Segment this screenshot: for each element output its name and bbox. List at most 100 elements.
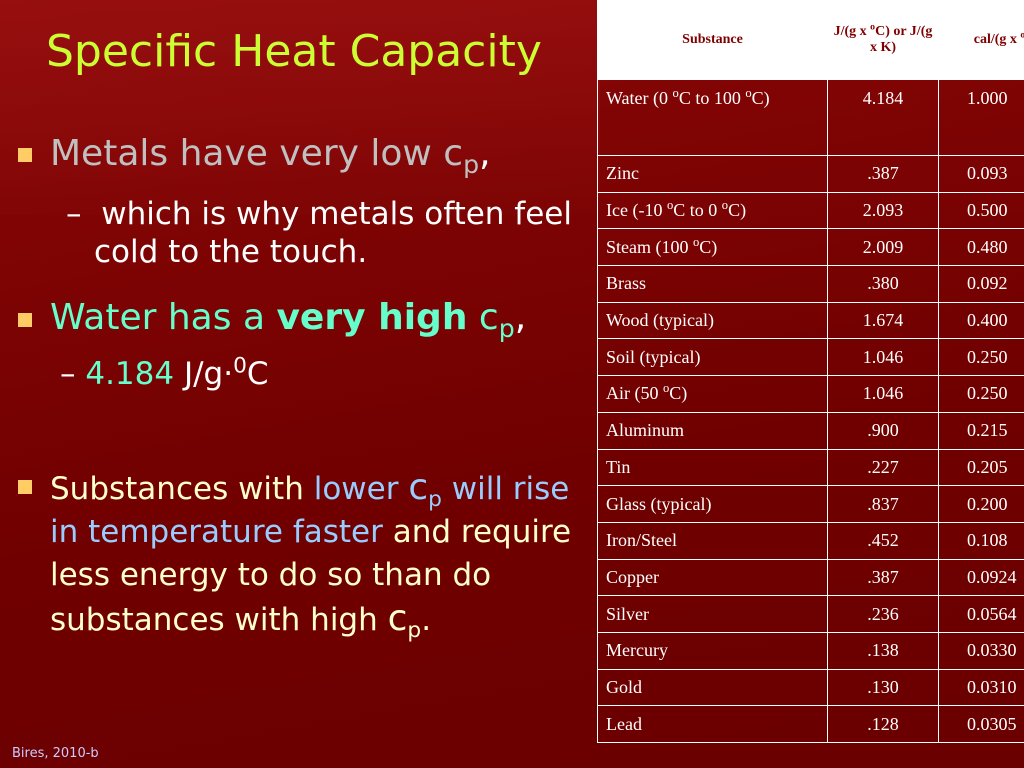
text: c [467,297,499,338]
table-cell: Copper [597,558,828,597]
header-cell: J/(g x oC) or J/(g x K) [827,0,939,80]
bullet: Water has a very high cp, [50,297,527,341]
table-cell: Glass (typical) [597,485,828,523]
text: Air (50 [606,383,663,404]
text: 4.184 [85,356,175,392]
table-row: Glass (typical) .837 0.200 [597,485,1024,523]
superscript: o [870,21,876,33]
text: C [246,356,269,392]
table-cell: 0.250 [938,375,1024,413]
table-cell: 1.000 [938,79,1024,156]
table-cell: 2.093 [827,191,939,230]
table-cell: 0.108 [938,521,1024,560]
text: and require less energy to do so than do… [50,514,572,638]
bullet-marker [18,480,32,494]
table-cell: 0.500 [938,191,1024,230]
superscript: o [721,198,729,213]
table-cell: 0.200 [938,485,1024,523]
table-row: Steam (100 oC) 2.009 0.480 [597,228,1024,267]
table-cell: Water (0 oC to 100 oC) [597,79,828,156]
table-cell: Lead [597,705,828,743]
sub-bullet: – 4.184 J/g·0C [60,353,269,392]
table-row: Mercury .138 0.0330 [597,631,1024,670]
bullet: Metals have very low cp, [50,133,491,177]
table-cell: 1.674 [827,301,939,340]
table-cell: .380 [827,265,939,303]
text: Metals have very low [50,133,444,174]
table-row: Silver .236 0.0564 [597,595,1024,633]
background-band [0,0,600,215]
table-cell: 0.093 [938,155,1024,193]
text: C to 0 [673,200,722,221]
table-row: Copper .387 0.0924 [597,558,1024,597]
table-cell: .138 [827,631,939,670]
text: will rise in temperature faster [50,471,570,550]
text: C) [751,88,770,108]
table-row: Soil (typical) 1.046 0.250 [597,338,1024,377]
text: Water (0 [606,88,673,108]
table-cell: Soil (typical) [597,338,828,377]
text: which is why metals often feel cold to t… [94,196,572,270]
superscript: o [663,381,670,396]
bullet-marker [18,313,32,327]
superscript: o [1020,29,1024,40]
text: J/(g x [833,24,871,39]
text: C) or J/(g x K) [869,24,933,55]
superscript: o [666,198,674,213]
table-row: Lead .128 0.0305 [597,705,1024,743]
text: Water has a [50,297,277,338]
table-cell: .130 [827,668,939,707]
table-cell: Gold [597,668,828,707]
table-row: Tin .227 0.205 [597,448,1024,487]
superscript: o [693,234,700,249]
table-cell: 0.0330 [938,631,1024,670]
text: . [421,602,432,638]
table-row: Iron/Steel .452 0.108 [597,521,1024,560]
specific-heat-table: Substance J/(g x oC) or J/(g x K) cal/(g x… [597,0,1024,743]
table-cell: 0.092 [938,265,1024,303]
table-cell: Air (50 oC) [597,375,828,413]
text: C) [669,383,688,404]
bullet: Substances with lower cp will rise in te… [50,466,590,642]
text: lower [313,471,409,507]
table-cell: Ice (-10 oC to 0 oC) [597,191,828,230]
subscript: p [428,487,442,513]
footer: Bires, 2010-b [12,746,99,761]
text: Ice (-10 [606,200,667,221]
table-row: Zinc .387 0.093 [597,155,1024,193]
table-cell: 0.0924 [938,558,1024,597]
text: C to 100 [678,88,746,108]
table-cell: Brass [597,265,828,303]
table-cell: 0.0310 [938,668,1024,707]
text: J/g· [174,356,234,392]
text: C) [728,200,747,221]
table-cell: Zinc [597,155,828,193]
text: , [479,133,491,174]
superscript: 0 [233,353,247,379]
text: c [408,467,429,508]
header-cell: Substance [597,0,828,80]
subscript: p [463,150,480,180]
text: Steam (100 [606,236,693,257]
table-cell: .227 [827,448,939,487]
table-cell: 0.0305 [938,705,1024,743]
table-cell: 0.480 [938,228,1024,267]
table-cell: .452 [827,521,939,560]
table-cell: .837 [827,485,939,523]
table-row: Air (50 oC) 1.046 0.250 [597,375,1024,413]
table-row: Aluminum .900 0.215 [597,411,1024,450]
text: very high [276,297,468,338]
table-row: Brass .380 0.092 [597,265,1024,303]
table-cell: .236 [827,595,939,633]
text: c [443,133,464,174]
superscript: o [745,86,752,100]
text: , [514,297,527,338]
table-cell: .900 [827,411,939,450]
text: c [387,598,408,639]
table-row: Water (0 oC to 100 oC) 4.184 1.000 [597,79,1024,156]
slide-title: Specific Heat Capacity [46,26,542,77]
table-cell: Silver [597,595,828,633]
table-cell: Iron/Steel [597,521,828,560]
